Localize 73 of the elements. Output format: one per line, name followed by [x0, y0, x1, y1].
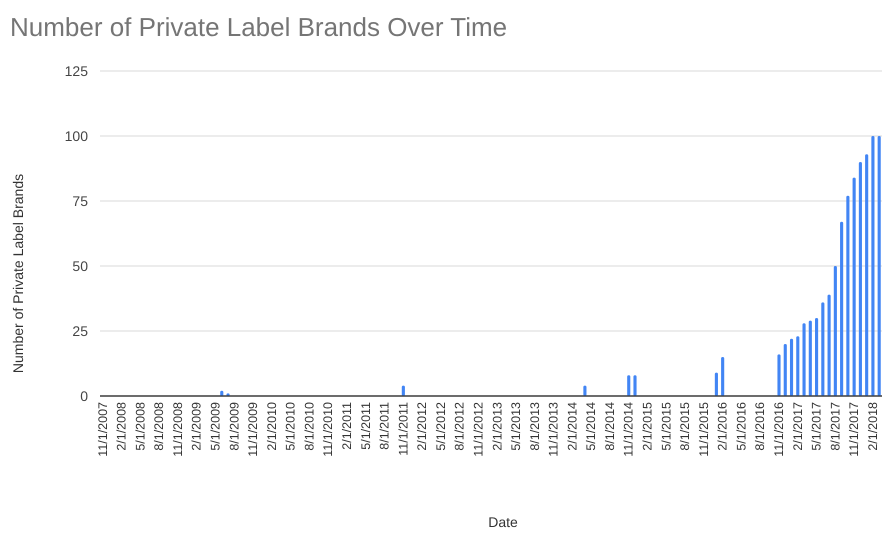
bar	[777, 354, 781, 396]
x-tick-label: 2/1/2009	[190, 402, 204, 451]
x-tick-label: 11/1/2016	[772, 402, 786, 457]
bar	[828, 294, 831, 396]
x-tick-label: 8/1/2016	[753, 402, 768, 451]
y-tick-label: 25	[72, 322, 88, 339]
bar	[796, 336, 800, 396]
x-tick-label: 11/1/2017	[847, 402, 862, 457]
x-tick-label: 8/1/2013	[528, 402, 542, 451]
x-tick-label: 8/1/2012	[452, 402, 467, 451]
x-tick-label: 2/1/2014	[565, 402, 580, 451]
x-tick-label: 8/1/2014	[602, 402, 617, 451]
bar	[871, 136, 874, 396]
x-tick-label: 11/1/2012	[471, 402, 486, 457]
x-tick-label: 8/1/2009	[227, 402, 242, 451]
bar	[790, 338, 794, 396]
x-tick-label: 5/1/2009	[208, 402, 223, 451]
x-tick-label: 2/1/2015	[640, 402, 655, 451]
y-axis-title: Number of Private Label Brands	[10, 174, 26, 374]
x-tick-label: 11/1/2009	[246, 402, 260, 457]
bar	[808, 320, 812, 396]
x-tick-label: 8/1/2010	[302, 402, 316, 451]
y-tick-label: 0	[80, 388, 88, 404]
x-tick-label: 5/1/2010	[284, 402, 298, 451]
x-tick-label: 11/1/2008	[170, 402, 185, 457]
x-tick-label: 2/1/2016	[716, 402, 730, 451]
y-tick-label: 75	[72, 192, 88, 209]
bar	[627, 375, 630, 396]
x-tick-label: 5/1/2016	[734, 402, 748, 451]
x-tick-label: 8/1/2017	[828, 402, 842, 451]
x-tick-label: 2/1/2018	[866, 402, 880, 451]
x-tick-label: 5/1/2017	[810, 402, 824, 451]
bar	[815, 318, 818, 396]
x-tick-label: 5/1/2011	[358, 402, 373, 450]
x-tick-label: 8/1/2011	[378, 402, 392, 450]
y-tick-label: 50	[72, 258, 88, 274]
bar	[784, 344, 787, 396]
x-tick-label: 2/1/2008	[114, 402, 129, 451]
bar	[802, 323, 806, 396]
bar	[821, 302, 824, 396]
x-tick-label: 2/1/2017	[790, 402, 805, 451]
bar	[840, 222, 844, 396]
bar	[583, 386, 586, 396]
x-tick-label: 2/1/2013	[490, 402, 504, 451]
x-tick-label: 11/1/2011	[396, 402, 410, 456]
x-tick-label: 5/1/2014	[584, 402, 598, 451]
x-tick-label: 5/1/2008	[133, 402, 148, 451]
bar	[834, 266, 837, 396]
x-tick-label: 2/1/2011	[340, 402, 354, 450]
bar	[858, 162, 862, 396]
bar	[633, 375, 637, 396]
bar	[852, 178, 856, 396]
y-tick-label: 125	[64, 62, 88, 79]
x-tick-label: 8/1/2008	[152, 402, 166, 451]
x-tick-label: 5/1/2015	[659, 402, 674, 451]
x-tick-label: 2/1/2012	[415, 402, 430, 451]
x-tick-label: 8/1/2015	[678, 402, 692, 451]
bar	[878, 136, 881, 396]
bar	[865, 154, 868, 396]
x-tick-label: 5/1/2013	[509, 402, 524, 451]
x-tick-label: 11/1/2015	[696, 402, 711, 457]
x-tick-label: 11/1/2013	[546, 402, 561, 457]
bar	[721, 357, 724, 396]
bar	[846, 196, 850, 396]
x-tick-label: 2/1/2010	[264, 402, 279, 451]
chart-title: Number of Private Label Brands Over Time	[10, 12, 508, 42]
x-tick-label: 11/1/2014	[622, 402, 636, 457]
x-tick-label: 11/1/2010	[321, 402, 336, 457]
y-tick-label: 100	[64, 128, 88, 144]
x-tick-label: 5/1/2012	[434, 402, 448, 451]
x-tick-label: 11/1/2007	[96, 402, 110, 457]
bar	[714, 372, 718, 396]
x-axis-title: Date	[488, 514, 518, 530]
